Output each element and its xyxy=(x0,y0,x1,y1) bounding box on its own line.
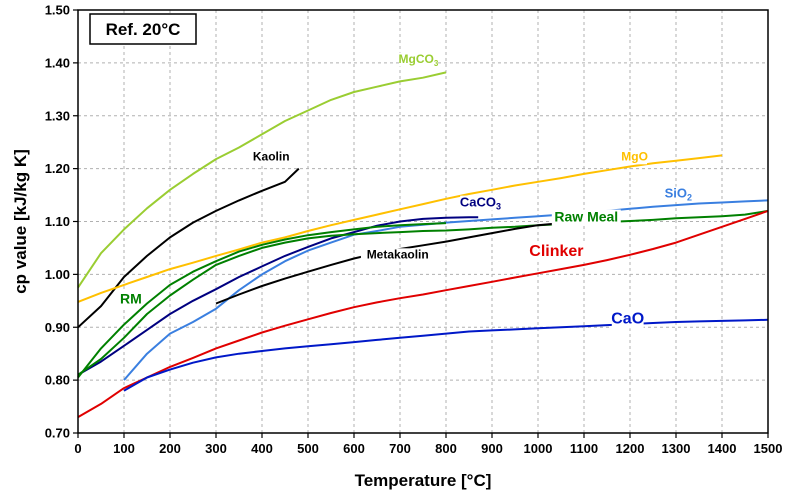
y-tick-label-0: 0.70 xyxy=(45,426,70,441)
series-line-caco3 xyxy=(77,216,479,376)
x-tick-label-800: 800 xyxy=(435,441,457,456)
x-tick-label-1400: 1400 xyxy=(708,441,737,456)
x-tick-label-900: 900 xyxy=(481,441,503,456)
series-line-raw-meal xyxy=(77,209,769,376)
series-label-bg-cao xyxy=(611,309,644,329)
series-label-bg-caco3 xyxy=(460,195,501,211)
series-label-mgo: MgO xyxy=(621,150,648,164)
series-label-metakaolin: Metakaolin xyxy=(367,248,429,262)
reference-label: Ref. 20°C xyxy=(106,20,181,39)
series-label-sio2: SiO2 xyxy=(665,186,692,203)
series-label-main: Kaolin xyxy=(253,150,290,164)
grid xyxy=(77,9,769,434)
series-label-main: CaO xyxy=(611,311,644,328)
series-label-main: Clinker xyxy=(529,243,583,260)
y-tick-label-3: 1.00 xyxy=(45,267,70,282)
series-label-raw-meal: Raw Meal xyxy=(554,209,618,225)
series-label-bg-mgo xyxy=(622,150,648,165)
series-label-subscript: 3 xyxy=(496,202,501,212)
x-tick-label-700: 700 xyxy=(389,441,411,456)
series-label-subscript: 2 xyxy=(687,193,692,203)
series-label-mgco3: MgCO3 xyxy=(399,52,439,68)
series-label-subscript: 3 xyxy=(434,59,439,68)
series-line-mgco3 xyxy=(77,71,447,289)
series-line-rm xyxy=(77,222,447,379)
x-tick-label-400: 400 xyxy=(251,441,273,456)
x-tick-label-600: 600 xyxy=(343,441,365,456)
series-label-bg-kaolin xyxy=(248,150,295,165)
y-tick-label-4: 1.10 xyxy=(45,214,70,229)
series-label-caco3: CaCO3 xyxy=(460,195,501,212)
y-axis-label: cp value [kJ/kg K] xyxy=(11,149,30,294)
series-line-mgo xyxy=(77,154,723,303)
series-label-bg-rm xyxy=(120,291,142,308)
series-line-cao xyxy=(123,318,769,392)
series-label-cao: CaO xyxy=(611,311,644,328)
series-label-main: Metakaolin xyxy=(367,248,429,262)
series-label-bg-metakaolin xyxy=(360,248,435,263)
y-tick-label-2: 0.90 xyxy=(45,320,70,335)
ticks: 0 100 200 300 400 500 600 700 800 900 1000 1100 1200… xyxy=(45,3,783,457)
x-tick-label-500: 500 xyxy=(297,441,319,456)
reference-box xyxy=(89,13,197,45)
series-label-main: Raw Meal xyxy=(554,209,618,225)
x-axis-label: Temperature [°C] xyxy=(355,471,492,490)
series-label-bg-mgco3 xyxy=(399,52,438,67)
x-tick-label-0: 0 xyxy=(74,441,81,456)
series-label-main: RM xyxy=(120,290,142,306)
x-tick-label-1300: 1300 xyxy=(662,441,691,456)
series-label-rm: RM xyxy=(120,290,142,306)
series-line-sio2 xyxy=(123,199,769,381)
series-label-clinker: Clinker xyxy=(529,243,583,260)
series-line-clinker xyxy=(77,209,769,418)
series-label-main: CaCO xyxy=(460,195,496,210)
reference-temperature-box: Ref. 20°C xyxy=(89,13,197,45)
x-tick-label-100: 100 xyxy=(113,441,135,456)
series-label-bg-sio2 xyxy=(661,186,695,202)
y-tick-label-6: 1.30 xyxy=(45,108,70,123)
series-lines xyxy=(77,71,769,418)
series-label-main: MgO xyxy=(621,150,648,164)
series-label-main: SiO xyxy=(665,186,687,201)
series-label-bg-clinker xyxy=(521,242,591,261)
x-tick-label-300: 300 xyxy=(205,441,227,456)
series-label-kaolin: Kaolin xyxy=(253,150,290,164)
x-tick-label-1200: 1200 xyxy=(616,441,645,456)
series-label-bg-raw-meal xyxy=(551,209,621,226)
y-tick-label-8: 1.50 xyxy=(45,3,70,18)
x-tick-label-200: 200 xyxy=(159,441,181,456)
y-tick-label-7: 1.40 xyxy=(45,55,70,70)
x-tick-label-1100: 1100 xyxy=(570,441,598,456)
y-tick-label-1: 0.80 xyxy=(45,373,70,388)
y-tick-label-5: 1.20 xyxy=(45,161,70,176)
x-tick-label-1500: 1500 xyxy=(754,441,783,456)
series-label-main: MgCO xyxy=(399,52,434,66)
x-tick-label-1000: 1000 xyxy=(524,441,553,456)
